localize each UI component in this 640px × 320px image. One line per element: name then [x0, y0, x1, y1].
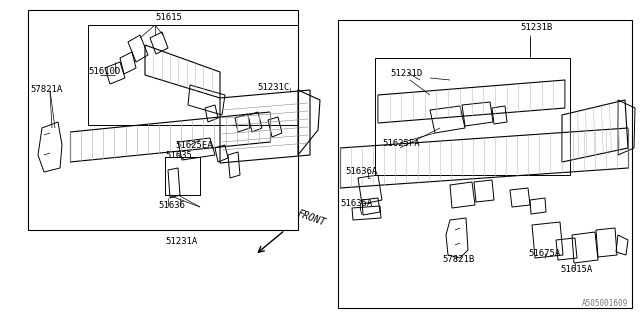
Text: 51635: 51635 [165, 150, 192, 159]
Text: 51615A: 51615A [560, 266, 592, 275]
Text: FRONT: FRONT [296, 209, 327, 228]
Text: 51615: 51615 [155, 13, 182, 22]
Text: 51625FA: 51625FA [382, 139, 420, 148]
Text: 51636: 51636 [158, 202, 185, 211]
Text: 51231C: 51231C [258, 84, 290, 92]
Text: A505001609: A505001609 [582, 299, 628, 308]
Text: 51231D: 51231D [390, 68, 422, 77]
Text: 51625EA: 51625EA [175, 140, 212, 149]
Text: 57821A: 57821A [30, 85, 62, 94]
Text: 51231B: 51231B [520, 23, 552, 33]
Text: 51635A: 51635A [340, 198, 372, 207]
Text: 51231A: 51231A [165, 237, 197, 246]
Text: 57821B: 57821B [442, 255, 474, 265]
Text: 51675A: 51675A [528, 249, 560, 258]
Text: 51610D: 51610D [88, 68, 120, 76]
Text: 51636A: 51636A [345, 167, 377, 177]
